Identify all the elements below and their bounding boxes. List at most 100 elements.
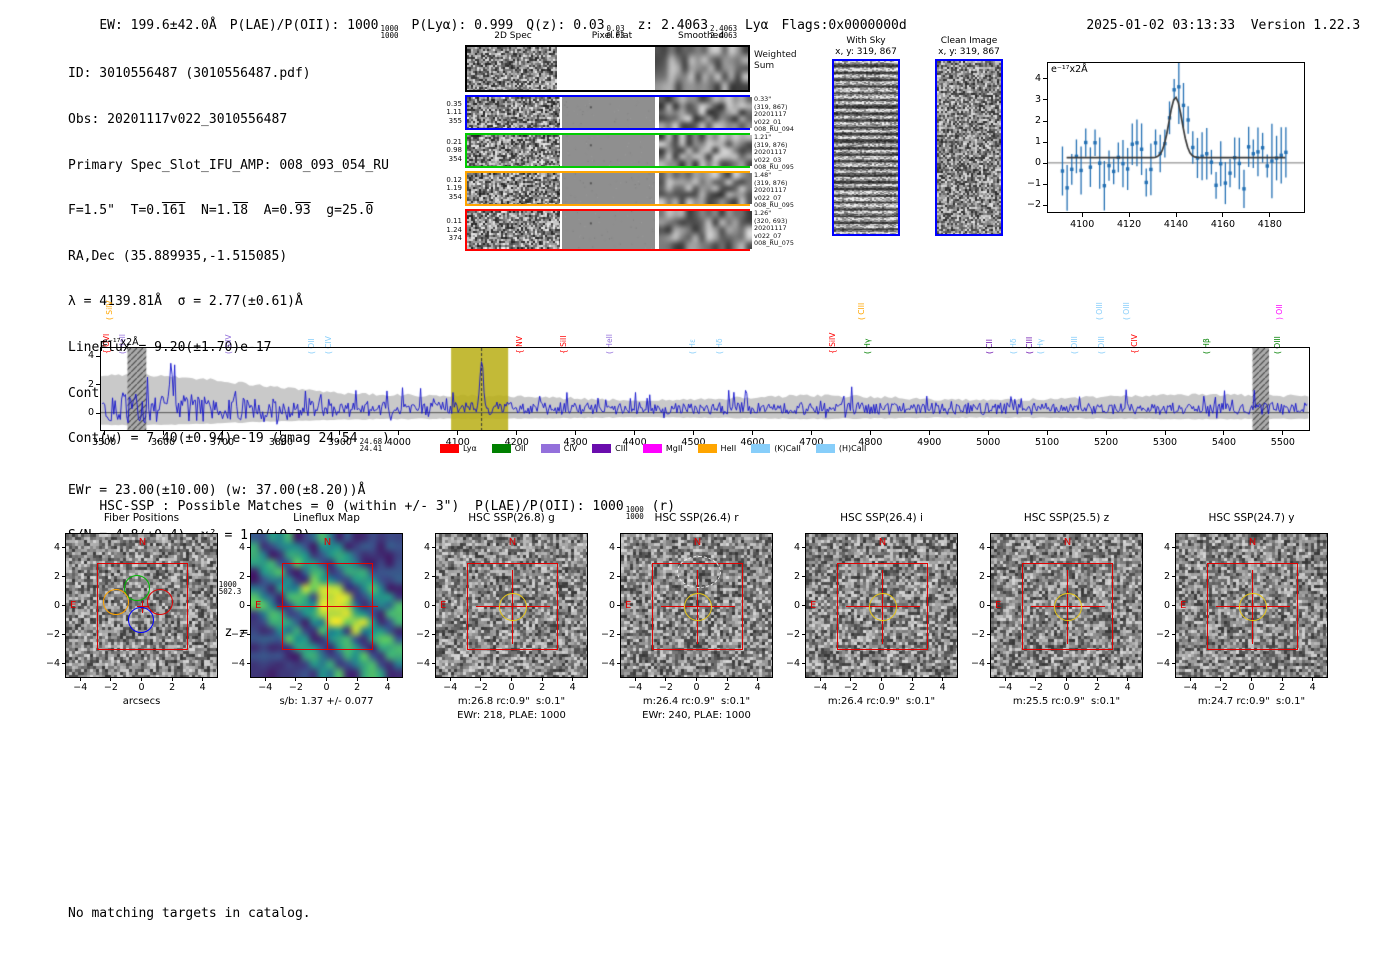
compass-north-label: N: [878, 537, 887, 548]
y-tick-mark: [62, 605, 65, 606]
y-tick-mark: [617, 663, 620, 664]
x-tick-label: 4: [754, 682, 761, 693]
x-tick-mark: [928, 431, 930, 435]
spec2d-row-4-smoothed: [659, 211, 752, 249]
compass-east-label: E: [70, 599, 77, 611]
aperture-circle: [683, 592, 712, 621]
compass-north-label: N: [323, 537, 332, 548]
y-tick-mark: [432, 547, 435, 548]
y-tick-label: 2: [53, 570, 60, 582]
radec-line: RA,Dec (35.889935,-1.515085): [68, 248, 288, 264]
full-spectrum-canvas: [101, 348, 1309, 430]
y-tick-label: 2: [1163, 570, 1170, 582]
spec2d-row-1-2dspec: [467, 97, 560, 128]
x-tick-mark: [1282, 431, 1284, 435]
x-tick-label: 2: [1094, 682, 1101, 693]
with-sky-image-frame: [832, 59, 900, 236]
cutout-title-2: HSC SSP(26.8) g: [468, 512, 555, 524]
x-tick-mark: [1035, 678, 1037, 681]
cutout-extent-box: [836, 563, 929, 650]
x-tick-mark: [869, 431, 871, 435]
x-tick-mark: [665, 678, 667, 681]
y-tick-label: 4: [1163, 541, 1170, 553]
spec2d-row-4-2dspec: [467, 211, 560, 249]
x-tick-mark: [1105, 431, 1107, 435]
y-tick-mark: [987, 605, 990, 606]
y-tick-mark: [1043, 120, 1047, 122]
spec2d-row-2-smoothed: [659, 135, 752, 166]
x-tick-label: 0: [138, 682, 145, 693]
x-tick-label: 4140: [1163, 219, 1189, 230]
legend-item-OII: OII: [491, 444, 526, 453]
legend-swatch: [697, 444, 717, 453]
legend-item-KCaII: (K)CaII: [751, 444, 801, 453]
x-tick-mark: [751, 431, 753, 435]
clean-image-title: Clean Image: [940, 36, 998, 46]
x-tick-mark: [511, 678, 512, 681]
x-tick-label: 4120: [1116, 219, 1142, 230]
full-spectrum-axes: [100, 347, 1310, 431]
x-tick-mark: [103, 431, 105, 435]
col-header-2dspec: 2D Spec: [494, 31, 532, 41]
y-tick-label: 0: [238, 599, 245, 611]
y-tick-label: −4: [45, 657, 60, 669]
x-tick-mark: [162, 431, 164, 435]
legend-item-CIV: CIV: [540, 444, 577, 453]
y-tick-mark: [1043, 162, 1047, 164]
spec2d-row-0-right-labels: Weighted Sum: [754, 50, 797, 71]
x-tick-label: −2: [1213, 682, 1228, 693]
flags-value: Flags:0x0000000d: [781, 18, 907, 34]
spec2d-row-3-2dspec: [467, 173, 560, 204]
y-tick-label: 4: [238, 541, 245, 553]
cutout-title-3: HSC SSP(26.4) r: [654, 512, 739, 524]
cutout-xlabel-3: m:26.4 rc:0.9" s:0.1": [642, 696, 751, 707]
x-tick-mark: [1164, 431, 1166, 435]
y-tick-mark: [247, 576, 250, 577]
spec2d-row-2-2dspec: [467, 135, 560, 166]
aperture-circle: [498, 592, 527, 621]
x-tick-mark: [1222, 213, 1224, 217]
x-tick-label: 2: [539, 682, 546, 693]
x-tick-label: 5400: [1211, 437, 1237, 448]
emission-line-label-SiIV: ( SiIV: [105, 300, 115, 321]
header-timestamp: 2025-01-02 03:13:33 Version 1.22.3: [1055, 3, 1360, 49]
x-tick-mark: [457, 431, 459, 435]
x-tick-mark: [810, 431, 812, 435]
fiber-circle-1: [103, 589, 130, 616]
spec2d-row-3-smoothed: [659, 173, 752, 204]
spec2d-row-4-right-labels: 1.26" (320, 693) 20201117 v022_07 008_RU_075: [754, 209, 794, 248]
y-tick-mark: [247, 605, 250, 606]
x-tick-mark: [1281, 678, 1283, 681]
x-tick-mark: [449, 678, 451, 681]
y-tick-label: −2: [1155, 628, 1170, 640]
y-tick-mark: [1043, 141, 1047, 143]
y-tick-label: 0: [793, 599, 800, 611]
x-tick-label: −4: [443, 682, 458, 693]
x-tick-mark: [1269, 213, 1271, 217]
compass-north-label: N: [1063, 537, 1072, 548]
x-tick-mark: [1220, 678, 1222, 681]
y-tick-mark: [62, 634, 65, 635]
y-tick-mark: [617, 605, 620, 606]
y-tick-label: 4: [978, 541, 985, 553]
y-tick-mark: [247, 634, 250, 635]
x-tick-mark: [356, 678, 358, 681]
y-tick-mark: [1172, 547, 1175, 548]
compass-east-label: E: [810, 599, 817, 611]
x-tick-label: 4200: [504, 437, 529, 448]
x-tick-label: −2: [288, 682, 303, 693]
x-tick-label: 3700: [209, 437, 235, 448]
y-tick-label: 0: [608, 599, 615, 611]
spec2d-row-0-smoothed: [655, 47, 748, 90]
x-tick-label: 4160: [1210, 219, 1235, 230]
x-tick-mark: [1096, 678, 1098, 681]
x-tick-label: 2: [1279, 682, 1286, 693]
cutout-extent-box: [1206, 563, 1299, 650]
y-tick-label: −2: [970, 628, 985, 640]
aperture-circle: [1238, 592, 1267, 621]
x-tick-mark: [1189, 678, 1191, 681]
legend-swatch: [642, 444, 662, 453]
x-tick-label: 5300: [1152, 437, 1178, 448]
x-tick-mark: [819, 678, 821, 681]
